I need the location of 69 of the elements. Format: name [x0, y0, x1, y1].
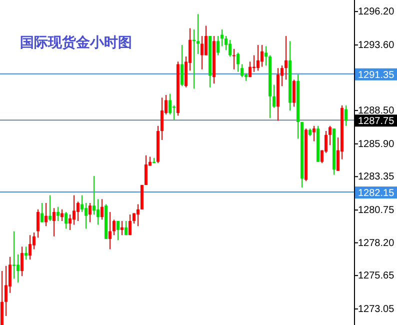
candlestick [160, 97, 164, 141]
candlestick [260, 44, 264, 68]
ref-line-label: 1282.15 [358, 188, 395, 200]
candlestick [312, 125, 316, 142]
candlestick [20, 246, 24, 277]
candlestick [24, 246, 28, 260]
candlestick [116, 220, 120, 241]
candlestick [56, 206, 60, 222]
candlestick [36, 208, 40, 238]
candlestick [204, 25, 208, 56]
candlestick [48, 194, 52, 222]
candlestick [144, 154, 148, 186]
candlestick [12, 230, 16, 280]
candlestick [236, 52, 240, 72]
candlestick [44, 202, 48, 227]
candlestick [132, 212, 136, 224]
y-tick-label: 1273.05 [358, 304, 395, 315]
candlestick [16, 254, 20, 284]
y-tick-label: 1275.65 [358, 270, 395, 282]
candlestick [264, 46, 268, 66]
candlestick [136, 204, 140, 227]
ref-line-label: 1287.75 [358, 116, 395, 128]
candlestick [92, 175, 96, 216]
candlestick [28, 234, 32, 260]
y-tick-label: 1280.75 [358, 205, 395, 216]
candlestick [72, 194, 76, 226]
ref-line-label: 1291.35 [358, 70, 395, 81]
y-tick-label: 1296.20 [358, 6, 395, 18]
candlestick [232, 48, 236, 70]
candlestick [328, 125, 332, 146]
candlestick [128, 214, 132, 236]
candlestick [284, 35, 288, 80]
candlestick [272, 84, 276, 108]
candlestick [112, 219, 116, 236]
candlestick [180, 44, 184, 87]
candlestick [344, 104, 348, 126]
candlestick [100, 198, 104, 220]
candlestick [108, 211, 112, 250]
candlestick [64, 211, 68, 230]
candlestick [292, 79, 296, 108]
candlestick [224, 35, 228, 51]
y-tick-label: 1283.35 [358, 172, 395, 183]
candlestick [4, 265, 8, 317]
text: 国际现货金小时图 [20, 34, 132, 50]
candlestick [88, 202, 92, 223]
candlestick [124, 220, 128, 236]
candlestick [168, 93, 172, 115]
candlestick [240, 64, 244, 78]
candlestick [60, 208, 64, 222]
candlestick [40, 202, 44, 223]
candlestick [220, 29, 224, 47]
candlestick [216, 35, 220, 56]
candlestick [96, 198, 100, 226]
candlestick [196, 14, 200, 54]
candlestick [256, 44, 260, 72]
candlestick [76, 201, 80, 222]
candlestick [84, 202, 88, 230]
y-tick-label: 1293.60 [358, 40, 395, 51]
candlestick [80, 194, 84, 212]
candlestick [52, 208, 56, 237]
candlestick [228, 39, 232, 58]
y-tick-label: 1285.90 [358, 138, 395, 150]
y-tick-label: 1278.20 [358, 238, 395, 249]
candlestick [120, 220, 124, 236]
candlestick [200, 35, 204, 70]
candlestick [248, 61, 252, 78]
candlestick [68, 214, 72, 230]
y-tick-label: 1288.50 [358, 105, 395, 116]
candlestick [0, 270, 4, 325]
